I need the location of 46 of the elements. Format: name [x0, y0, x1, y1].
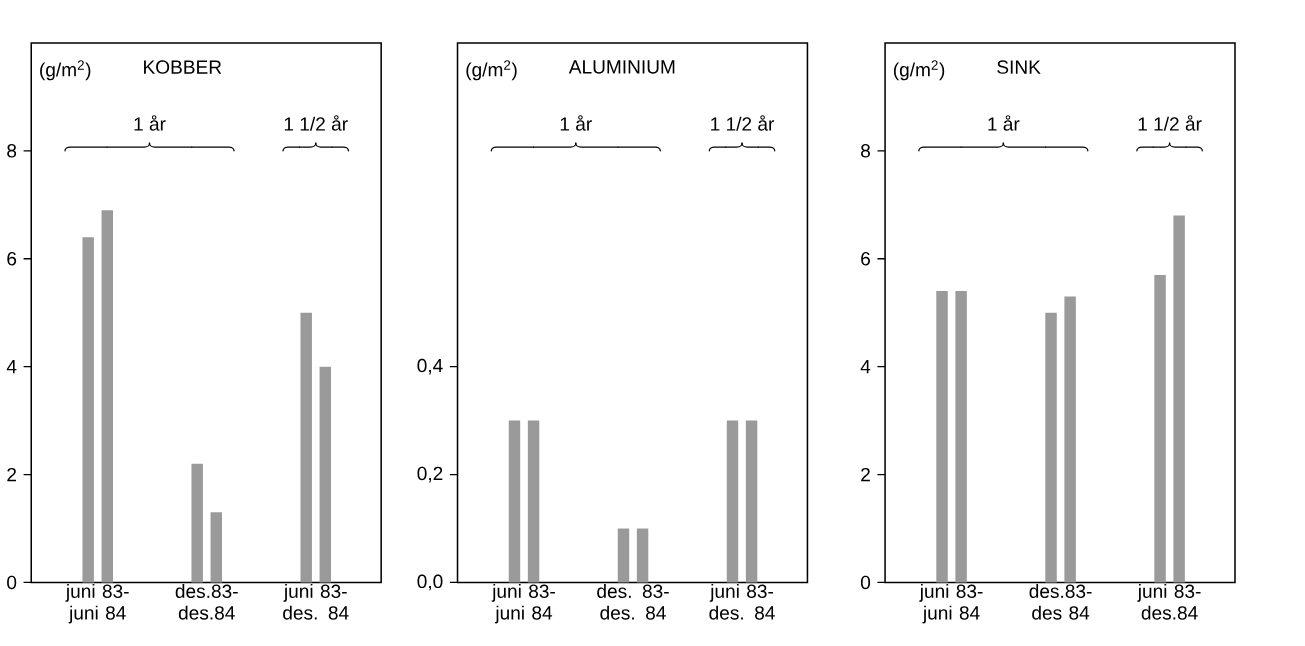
y-tick-label: 2	[7, 467, 17, 482]
y-tick-label: 0	[7, 575, 17, 590]
x-tick-label: des. 83- des. 84	[597, 583, 669, 620]
text: SINK	[997, 60, 1041, 74]
x-tick-label: juni 83- juni 84	[65, 583, 129, 624]
y-axis-title: (g/m$^{2}$)	[466, 60, 517, 81]
annotation: 1 1/2 år	[711, 115, 775, 131]
bar	[1154, 274, 1166, 583]
bar	[955, 291, 967, 583]
x-tick-label: juni 83- des. 84	[283, 583, 349, 620]
text: ALUMINIUM	[568, 60, 675, 74]
y-tick-label: 4	[6, 360, 17, 374]
y-tick-label: 2	[861, 467, 870, 482]
y-tick-label: 4	[860, 360, 871, 374]
annotation: 1 år	[560, 115, 592, 131]
bar	[300, 312, 312, 583]
text: KOBBER	[144, 60, 222, 74]
bar	[210, 512, 223, 583]
y-tick-label: 8	[861, 144, 870, 158]
y-tick-label: 0	[860, 575, 871, 590]
y-axis-title: (g/m$^{2}$)	[40, 60, 91, 81]
annotation: 1 år	[988, 115, 1020, 131]
bar	[936, 291, 948, 583]
y-tick-label: 0,4	[417, 358, 443, 375]
bar	[191, 463, 203, 583]
x-tick-label: des.83- des.84	[175, 583, 238, 620]
annotation: 1 1/2 år	[1138, 115, 1202, 131]
bar	[1064, 296, 1076, 583]
annotation: 1 år	[134, 115, 166, 131]
y-tick-label: 0,0	[417, 574, 443, 591]
bar	[101, 210, 113, 583]
bar	[1045, 312, 1057, 583]
y-tick-label: 8	[7, 144, 17, 158]
bar	[82, 237, 94, 583]
x-tick-label: juni 83- juni 84	[491, 583, 555, 624]
x-tick-label: juni 83- juni 84	[919, 583, 983, 624]
y-tick-label: 0,2	[417, 466, 443, 483]
annotation: 1 1/2 år	[284, 115, 348, 131]
y-tick-label: 6	[861, 251, 870, 266]
x-tick-label: juni 83- des. 84	[709, 583, 775, 620]
bar	[1173, 215, 1185, 583]
x-tick-label: juni 83- des.84	[1137, 583, 1201, 620]
y-axis-title: (g/m$^{2}$)	[893, 60, 945, 81]
bar	[319, 366, 332, 583]
y-tick-label: 6	[7, 251, 17, 266]
x-tick-label: des.83- des 84	[1029, 583, 1092, 620]
